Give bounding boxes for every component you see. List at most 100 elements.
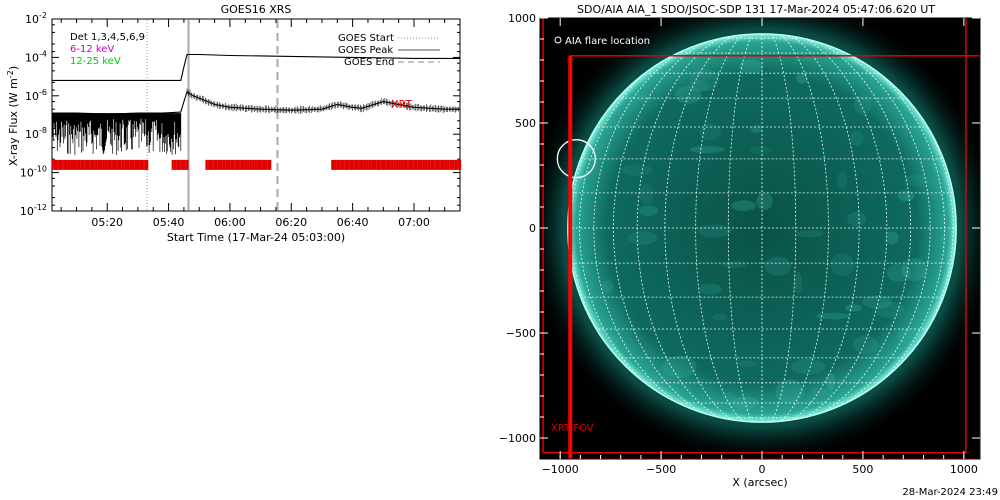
- xrt-coverage-tick: [121, 159, 123, 170]
- grid-longitude: [695, 33, 763, 423]
- goes-low-channel-noise: [52, 113, 182, 155]
- disk-bright-patch: [764, 256, 792, 276]
- xrt-coverage-tick: [217, 159, 219, 170]
- goes-noise-trace: [52, 113, 182, 155]
- xrt-coverage-tick: [437, 159, 440, 170]
- goes-y-axis-label: X-ray Flux (W m-2): [6, 66, 20, 166]
- xrt-coverage-tick: [183, 159, 186, 170]
- xrt-coverage-tick: [456, 159, 458, 170]
- aia-plot-frame: [539, 17, 981, 460]
- xrt-coverage-tick: [408, 159, 411, 170]
- xrt-coverage-tick: [230, 159, 233, 170]
- xrt-coverage-tick: [75, 159, 78, 170]
- xrt-coverage-tick: [112, 159, 115, 170]
- xrt-fov-label: XRT FOV: [551, 423, 594, 434]
- goes-x-tick-label: 05:40: [153, 216, 185, 229]
- goes-y-axis: 10-2 10-4 10-6 10-8 10-10 10-12: [20, 11, 460, 218]
- xrt-coverage-tick: [343, 159, 345, 170]
- xrt-coverage-tick: [52, 159, 54, 170]
- xrt-coverage-tick: [410, 159, 413, 170]
- xrt-coverage-tick: [109, 159, 112, 170]
- xrt-coverage-tick: [232, 159, 235, 170]
- xrt-coverage-tick: [141, 159, 144, 170]
- disk-bright-patch: [903, 174, 931, 187]
- disk-bright-patch: [796, 230, 824, 238]
- xrt-coverage-tick: [252, 159, 255, 170]
- disk-bright-patch: [853, 335, 878, 354]
- xrt-coverage-tick: [348, 159, 350, 170]
- xrt-coverage-tick: [146, 159, 149, 170]
- xrt-coverage-tick: [407, 159, 409, 170]
- xrt-coverage-tick: [178, 159, 181, 170]
- disk-bright-patch: [775, 379, 804, 404]
- xrt-coverage-tick: [269, 159, 272, 170]
- goes-plot-frame: [51, 18, 461, 212]
- xrt-coverage-tick: [415, 159, 418, 170]
- disk-bright-patch: [796, 72, 808, 84]
- goes-x-tick-label: 07:00: [398, 216, 430, 229]
- xrt-coverage-tick: [127, 159, 130, 170]
- xrt-coverage-tick: [247, 159, 250, 170]
- aia-y-tick-label: 500: [515, 117, 536, 130]
- xrt-coverage-tick: [65, 159, 68, 170]
- xrt-coverage-tick: [363, 159, 365, 170]
- xrt-coverage-tick: [266, 159, 268, 170]
- legend-goes-peak: GOES Peak: [338, 45, 393, 56]
- xrt-coverage-tick: [385, 159, 387, 170]
- disk-bright-patch: [687, 80, 710, 92]
- xrt-coverage-tick: [249, 159, 252, 170]
- xrt-coverage-tick: [331, 159, 333, 170]
- flare-location-circle: [556, 139, 596, 179]
- xrt-coverage-tick: [405, 159, 408, 170]
- xrt-coverage-tick: [143, 159, 145, 170]
- xrt-coverage-tick: [104, 159, 107, 170]
- disk-bright-patch: [854, 94, 872, 115]
- xrt-fov-edge: [568, 55, 573, 459]
- grid-longitude: [762, 33, 797, 423]
- legend-6-12kev: 6-12 keV: [70, 44, 114, 55]
- xrt-coverage-tick: [257, 159, 260, 170]
- disk-bright-patch: [639, 184, 654, 205]
- disk-bright-patch: [601, 280, 614, 294]
- disk-bright-patch: [609, 335, 618, 348]
- xrt-coverage-tick: [418, 159, 421, 170]
- xrt-coverage-tick: [366, 159, 369, 170]
- xrt-coverage-tick: [82, 159, 85, 170]
- grid-longitude: [612, 33, 763, 423]
- xrt-coverage-tick: [220, 159, 223, 170]
- xrt-coverage-tick: [72, 159, 74, 170]
- disk-bright-patch: [845, 304, 863, 312]
- xrt-coverage-tick: [106, 159, 108, 170]
- xrt-coverage-tick: [359, 159, 362, 170]
- xrt-coverage-tick: [70, 159, 73, 170]
- xrt-coverage-tick: [92, 159, 95, 170]
- goes-xrs-panel: GOES16 XRS 10-2 10-4 10-6 10-8 10-10 10-12 05…: [6, 3, 462, 244]
- disk-bright-patch: [738, 59, 763, 74]
- xrt-coverage-tick: [429, 159, 431, 170]
- xrt-coverage-tick: [181, 159, 184, 170]
- xrt-coverage-tick: [434, 159, 436, 170]
- xrt-coverage-tick: [213, 159, 216, 170]
- xrt-coverage-tick: [417, 159, 419, 170]
- xrt-coverage-tick: [62, 159, 64, 170]
- grid-longitude: [664, 33, 763, 423]
- xrt-coverage-tick: [259, 159, 262, 170]
- xrt-coverage-tick: [332, 159, 335, 170]
- disk-bright-patch: [886, 263, 911, 282]
- xrt-coverage-tick: [116, 159, 118, 170]
- xrt-coverage-tick: [205, 159, 208, 170]
- disk-bright-patch: [627, 231, 658, 245]
- xrt-coverage-tick: [223, 159, 226, 170]
- xrt-coverage-tick: [212, 159, 214, 170]
- xrt-coverage-tick: [390, 159, 392, 170]
- xrt-coverage-tick: [245, 159, 248, 170]
- aia-y-tick-label: −1000: [499, 432, 536, 445]
- disk-bright-patch: [662, 355, 697, 378]
- xrt-coverage-tick: [85, 159, 88, 170]
- xrt-coverage-tick: [439, 159, 441, 170]
- xrt-coverage-tick: [451, 159, 453, 170]
- xrt-coverage-tick: [424, 159, 426, 170]
- goes-x-axis-label: Start Time (17-Mar-24 05:03:00): [167, 231, 345, 244]
- legend-12-25kev: 12-25 keV: [70, 56, 121, 67]
